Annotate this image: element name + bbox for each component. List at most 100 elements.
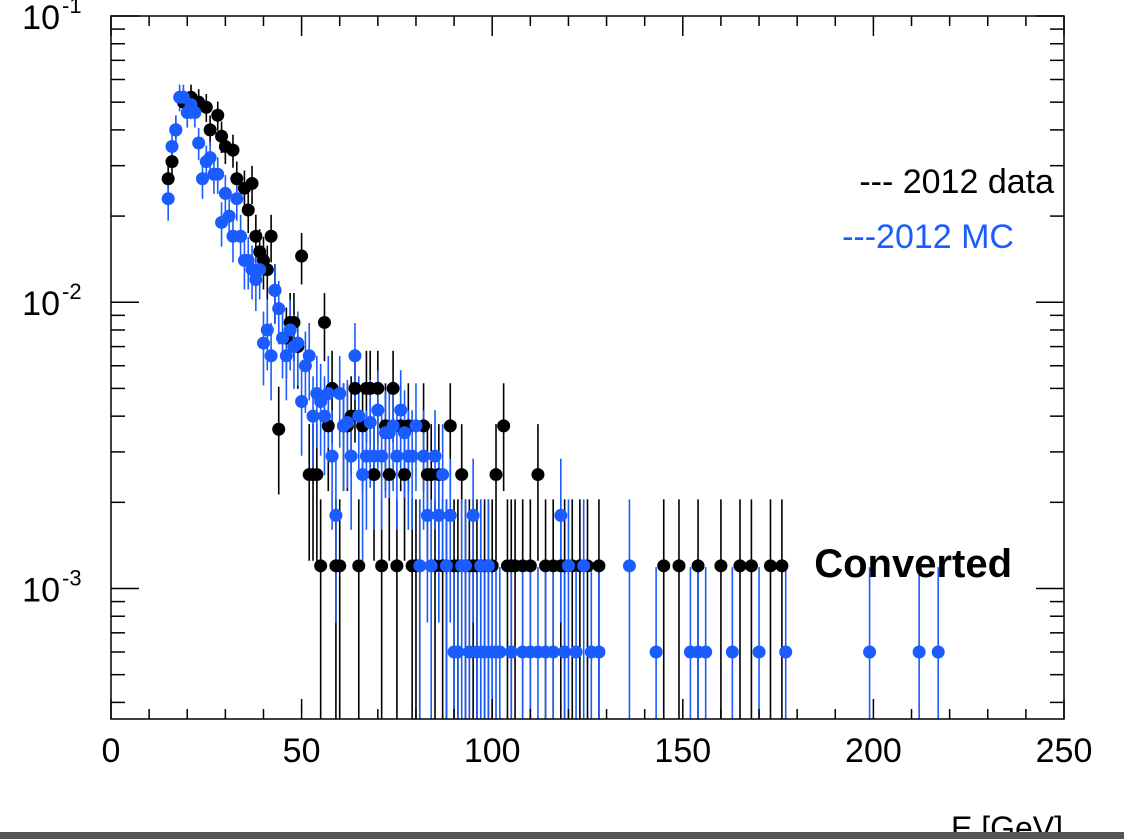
x-tick-labels: 0 50 100 150 200 250 xyxy=(102,732,1093,770)
y-tick-label-exponent: -3 xyxy=(62,565,82,590)
data-point-mc xyxy=(558,645,572,659)
data-point-mc xyxy=(195,172,209,186)
data-point-data xyxy=(203,123,217,137)
data-point-data xyxy=(245,176,259,190)
data-point-mc xyxy=(283,323,297,337)
data-point-mc xyxy=(398,426,412,440)
data-point-mc xyxy=(306,409,320,423)
data-point-mc xyxy=(298,359,312,373)
data-point-mc xyxy=(569,645,583,659)
data-point-mc xyxy=(451,645,465,659)
data-point-data xyxy=(398,468,412,482)
data-point-mc xyxy=(779,645,793,659)
data-point-data xyxy=(531,468,545,482)
y-tick-label-exponent: -1 xyxy=(62,0,82,18)
annotation-converted: Converted xyxy=(814,542,1012,586)
data-point-mc xyxy=(329,508,343,522)
data-point-mc xyxy=(333,386,347,400)
data-point-data xyxy=(386,381,400,395)
x-tick-label: 200 xyxy=(845,732,902,770)
series-data-points xyxy=(161,90,789,573)
data-point-mc xyxy=(409,419,423,433)
plot-frame xyxy=(110,15,1065,720)
data-point-mc xyxy=(436,468,450,482)
data-point-data xyxy=(382,468,396,482)
data-point-mc xyxy=(165,140,179,154)
data-point-mc xyxy=(321,386,335,400)
series-mc-errorbars xyxy=(167,84,940,719)
data-point-data xyxy=(455,468,469,482)
data-point-mc xyxy=(169,123,183,137)
data-point-mc xyxy=(443,508,457,522)
data-point-mc xyxy=(561,559,575,573)
y-tick-label-exponent: -2 xyxy=(62,279,82,304)
data-point-mc xyxy=(348,349,362,363)
data-point-mc xyxy=(931,645,945,659)
data-point-mc xyxy=(302,349,316,363)
legend-entry-data: --- 2012 data xyxy=(859,163,1054,201)
data-point-mc xyxy=(363,416,377,430)
data-point-mc xyxy=(230,192,244,206)
data-point-data xyxy=(744,559,758,573)
data-point-mc xyxy=(234,229,248,243)
data-point-mc xyxy=(268,283,282,297)
data-point-data xyxy=(592,559,606,573)
data-point-mc xyxy=(249,273,263,287)
data-point-mc xyxy=(459,559,473,573)
data-point-mc xyxy=(481,559,495,573)
data-point-data xyxy=(714,559,728,573)
data-point-mc xyxy=(211,167,225,181)
series-mc-points xyxy=(161,90,945,659)
data-point-mc xyxy=(222,209,236,223)
data-point-mc xyxy=(394,403,408,417)
data-point-data xyxy=(230,172,244,186)
data-point-mc xyxy=(264,349,278,363)
data-point-mc xyxy=(390,449,404,463)
data-point-mc xyxy=(295,395,309,409)
data-point-mc xyxy=(253,263,267,277)
data-point-data xyxy=(199,100,213,114)
data-point-mc xyxy=(352,409,366,423)
data-point-mc xyxy=(649,645,663,659)
data-point-mc xyxy=(256,336,270,350)
data-point-data xyxy=(390,559,404,573)
data-point-mc xyxy=(405,449,419,463)
legend-entry-mc: ---2012 MC xyxy=(842,218,1014,256)
data-point-mc xyxy=(291,336,305,350)
data-point-mc xyxy=(375,449,389,463)
data-point-data xyxy=(763,559,777,573)
data-point-mc xyxy=(356,468,370,482)
data-point-mc xyxy=(428,449,442,463)
data-point-mc xyxy=(325,449,339,463)
bottom-rule xyxy=(0,832,1124,839)
data-point-mc xyxy=(493,645,507,659)
data-point-mc xyxy=(699,645,713,659)
data-point-mc xyxy=(371,403,385,417)
data-point-data xyxy=(348,381,362,395)
data-point-mc xyxy=(546,645,560,659)
data-point-mc xyxy=(161,192,175,206)
data-point-mc xyxy=(340,416,354,430)
data-point-mc xyxy=(260,323,274,337)
data-point-data xyxy=(295,249,309,263)
data-point-mc xyxy=(912,645,926,659)
data-point-data xyxy=(375,559,389,573)
data-point-mc xyxy=(863,645,877,659)
data-point-data xyxy=(333,559,347,573)
data-point-data xyxy=(733,559,747,573)
data-point-mc xyxy=(386,419,400,433)
data-point-mc xyxy=(417,449,431,463)
data-point-mc xyxy=(272,302,286,316)
data-point-mc xyxy=(192,136,206,150)
data-point-mc xyxy=(504,645,518,659)
y-tick-label: 10 xyxy=(22,0,60,37)
data-point-data xyxy=(241,203,255,217)
data-point-data xyxy=(672,559,686,573)
x-tick-label: 250 xyxy=(1036,732,1093,770)
data-point-data xyxy=(775,559,789,573)
x-tick-label: 150 xyxy=(654,732,711,770)
data-point-mc xyxy=(466,508,480,522)
data-point-mc xyxy=(424,559,438,573)
data-point-data xyxy=(657,559,671,573)
